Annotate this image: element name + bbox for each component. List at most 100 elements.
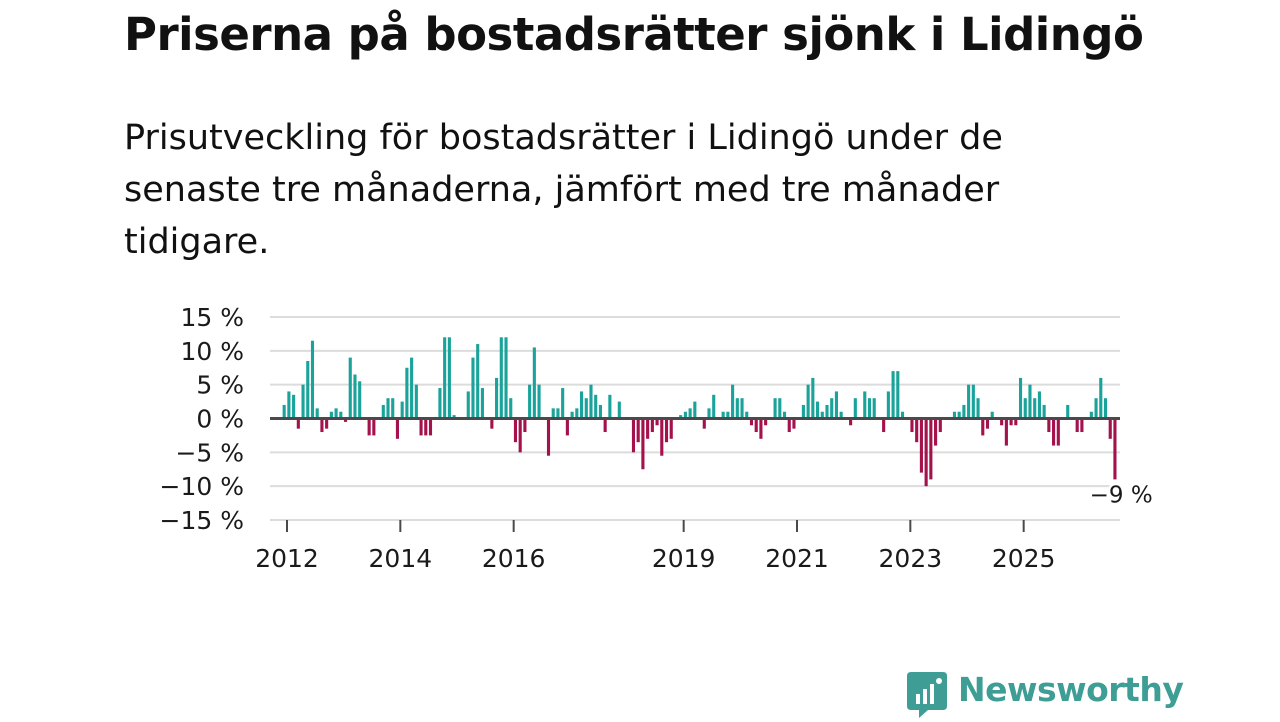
bar (990, 411, 994, 419)
bar (787, 418, 791, 433)
newsworthy-logo-icon (907, 672, 947, 718)
bar (967, 384, 971, 419)
bar (537, 384, 541, 419)
bar (598, 404, 602, 419)
bar (395, 418, 400, 439)
bar (495, 377, 499, 419)
bar (315, 408, 319, 419)
bar (863, 391, 867, 419)
bar (664, 418, 669, 443)
bar (900, 411, 905, 419)
y-tick-label: −15 % (160, 506, 244, 535)
bar (669, 418, 673, 439)
bar (759, 418, 763, 439)
bar (306, 360, 310, 419)
bar (320, 418, 324, 433)
bar (1089, 411, 1093, 419)
bar (853, 398, 857, 419)
annotations: −9 % (1087, 480, 1155, 511)
bar (424, 418, 428, 436)
x-tick-label: 2012 (255, 544, 319, 573)
bar (886, 391, 890, 419)
bar (443, 337, 447, 419)
bar (896, 371, 900, 419)
bar (801, 404, 805, 419)
bar (310, 340, 315, 419)
bar (509, 398, 513, 419)
bar (575, 408, 579, 419)
bar (579, 391, 584, 419)
y-tick-label: −5 % (175, 438, 244, 467)
bar (764, 418, 768, 426)
bar (1080, 418, 1084, 433)
bar (608, 394, 612, 419)
axes: 15 % 10 % 5 % 0 % −5 % −10 % −15 % 2012 2014 2016… (160, 303, 1120, 573)
bar (811, 377, 815, 419)
bar (735, 398, 739, 419)
bar (825, 404, 829, 419)
bar (830, 398, 834, 419)
bar (287, 391, 291, 419)
bar (693, 401, 697, 419)
bar (447, 337, 451, 419)
bar (1042, 404, 1046, 419)
bar (556, 408, 560, 419)
chart-subtitle: Prisutveckling för bostadsrätter i Lidin… (124, 118, 1003, 262)
bar (721, 411, 725, 419)
bar (617, 401, 621, 419)
bar (1052, 418, 1056, 446)
bar (919, 418, 923, 473)
bar (683, 411, 687, 419)
bar (910, 418, 914, 433)
grid-lines (270, 316, 1120, 521)
bar (834, 391, 839, 419)
bar (929, 418, 933, 480)
bar (414, 384, 418, 419)
logo-wordmark: Newsworthy (958, 670, 1184, 709)
bar (466, 391, 470, 419)
x-tick-label: 2025 (992, 544, 1056, 573)
bar (915, 418, 919, 443)
bar (971, 384, 975, 419)
bar (646, 418, 650, 439)
bar (1066, 404, 1070, 419)
bar (504, 337, 508, 419)
bar (348, 357, 352, 419)
bar (513, 418, 518, 443)
bar (938, 418, 942, 433)
bar (849, 418, 853, 426)
bar (1009, 418, 1013, 426)
bar (1094, 398, 1098, 419)
bar (952, 411, 957, 419)
bar (1018, 377, 1023, 419)
bar (292, 394, 296, 419)
x-tick-label: 2019 (652, 544, 716, 573)
bar (712, 394, 716, 419)
bar (1033, 398, 1037, 419)
bar (631, 418, 636, 453)
bar (584, 398, 588, 419)
newsworthy-logo[interactable]: Newsworthy (902, 668, 1184, 718)
bar (1023, 398, 1027, 419)
bar (400, 401, 404, 419)
bar (282, 404, 286, 419)
bar (480, 388, 484, 419)
bar (594, 394, 598, 419)
bar (688, 408, 692, 419)
bar (806, 384, 810, 419)
x-tick-label: 2016 (482, 544, 546, 573)
bar (1075, 418, 1079, 433)
bar (339, 411, 343, 419)
bar (782, 411, 787, 419)
bar (603, 418, 607, 433)
bar (499, 337, 503, 419)
x-tick-label: 2014 (369, 544, 433, 573)
bar (976, 398, 980, 419)
bar (745, 411, 749, 419)
bar (731, 384, 735, 419)
bar (1108, 418, 1112, 439)
bar (660, 418, 664, 456)
bar (353, 374, 357, 419)
bar (1004, 418, 1008, 446)
